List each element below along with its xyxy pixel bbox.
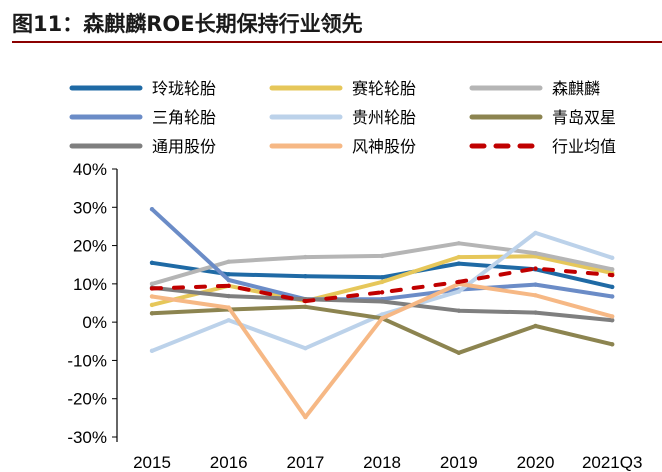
data-point-1 (303, 274, 308, 279)
legend-label: 森麒麟 (552, 79, 600, 98)
data-point-3 (149, 281, 155, 287)
y-tick-label: 0% (82, 313, 107, 332)
data-point-3 (303, 254, 308, 260)
x-tick-label: 2016 (210, 453, 248, 472)
legend-label: 通用股份 (152, 137, 216, 156)
data-point-3 (533, 251, 538, 256)
data-point-4 (149, 207, 155, 212)
data-point-2 (379, 279, 385, 285)
x-tick-label: 2018 (363, 453, 401, 472)
data-point-3 (226, 259, 231, 264)
data-point-7 (456, 308, 461, 313)
chart-title: 图11：森麒麟ROE长期保持行业领先 (12, 12, 363, 36)
data-point-9 (226, 283, 231, 288)
y-tick-label: 10% (73, 275, 107, 294)
data-point-3 (456, 241, 461, 246)
data-point-3 (610, 267, 615, 272)
data-point-6 (456, 350, 461, 355)
data-point-4 (610, 294, 615, 299)
series-line-8 (150, 281, 615, 420)
data-point-5 (149, 348, 155, 354)
data-point-1 (149, 260, 155, 265)
data-point-7 (533, 310, 538, 315)
data-point-1 (379, 275, 385, 280)
data-point-7 (226, 293, 231, 299)
data-point-9 (533, 266, 538, 271)
data-point-5 (379, 312, 385, 317)
data-point-8 (149, 294, 155, 299)
data-point-9 (303, 298, 308, 304)
data-point-6 (149, 311, 155, 316)
y-tick-label: -10% (67, 351, 107, 370)
data-point-7 (610, 318, 615, 323)
y-tick-label: 20% (73, 237, 107, 256)
data-point-5 (456, 289, 461, 294)
x-tick-label: 2019 (440, 453, 478, 472)
y-tick-label: -30% (67, 428, 107, 447)
data-point-8 (533, 293, 538, 298)
title-underline (12, 41, 662, 43)
data-point-5 (533, 230, 538, 236)
data-point-2 (149, 302, 155, 308)
data-point-2 (456, 254, 461, 260)
data-point-8 (303, 414, 308, 420)
data-point-3 (379, 253, 385, 259)
legend-label: 风神股份 (352, 137, 416, 156)
data-point-9 (456, 279, 461, 285)
data-point-8 (226, 305, 231, 310)
data-point-6 (610, 342, 615, 347)
y-tick-label: -20% (67, 390, 107, 409)
data-point-9 (149, 286, 155, 291)
data-point-5 (226, 318, 231, 323)
data-point-7 (379, 299, 385, 304)
y-tick-label: 30% (73, 198, 107, 217)
data-point-4 (226, 277, 231, 283)
legend-label: 赛轮轮胎 (352, 79, 416, 98)
data-point-8 (610, 314, 615, 319)
data-point-5 (610, 255, 615, 261)
data-point-1 (610, 284, 615, 290)
data-point-6 (533, 323, 538, 329)
x-tick-label: 2017 (286, 453, 324, 472)
data-point-4 (533, 282, 538, 287)
data-point-5 (303, 345, 308, 351)
x-tick-label: 2021Q3 (582, 453, 643, 472)
x-tick-label: 2015 (133, 453, 171, 472)
legend-label: 贵州轮胎 (352, 108, 416, 127)
legend-label: 青岛双星 (552, 108, 616, 127)
data-point-8 (379, 316, 385, 321)
x-tick-label: 2020 (517, 453, 555, 472)
data-point-9 (379, 290, 385, 295)
legend-label: 玲珑轮胎 (152, 79, 216, 98)
y-tick-label: 40% (73, 160, 107, 179)
data-point-9 (610, 272, 615, 278)
data-point-6 (303, 304, 308, 310)
legend-label: 三角轮胎 (152, 108, 216, 127)
data-point-1 (226, 272, 231, 277)
data-point-1 (456, 261, 461, 266)
legend-label: 行业均值 (552, 137, 616, 156)
